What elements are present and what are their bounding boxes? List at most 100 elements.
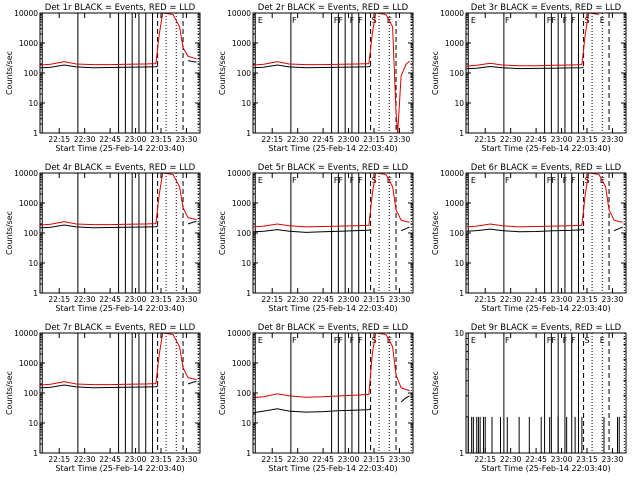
event-annotation: E (600, 16, 605, 25)
series-line-2 (40, 332, 197, 386)
series-line-3 (187, 381, 197, 385)
x-tick-label: 22:45 (99, 295, 121, 304)
chart-title: Det 7r BLACK = Events, RED = LLD (45, 323, 196, 333)
y-tick-label: 10000 (440, 169, 464, 178)
y-tick-label: 100 (24, 229, 39, 238)
event-annotation: F (350, 336, 355, 345)
event-annotation: F (563, 16, 568, 25)
y-tick-label: 1000 (232, 359, 251, 368)
series-line-3 (187, 221, 197, 225)
y-tick-label: 10 (28, 419, 38, 428)
event-annotation: FF (547, 336, 557, 345)
event-annotation: E (471, 16, 476, 25)
event-annotation: F (292, 336, 297, 345)
y-tick-label: 10 (454, 259, 464, 268)
chart-title: Det 2r BLACK = Events, RED = LLD (258, 3, 409, 13)
series-line-1 (40, 64, 158, 69)
event-annotation: F (563, 336, 568, 345)
event-annotation: F (505, 336, 510, 345)
series-line-1 (466, 65, 584, 70)
y-tick-label: 10 (28, 259, 38, 268)
y-tick-label: 1 (459, 129, 464, 138)
event-annotation: F (358, 336, 363, 345)
chart-panel-7: Det 7r BLACK = Events, RED = LLD 1 10 100 10… (5, 323, 201, 473)
x-tick-label: 23:00 (338, 295, 360, 304)
x-tick-label: 23:00 (125, 455, 147, 464)
x-tick-label: 23:30 (602, 455, 624, 464)
y-tick-label: 10 (454, 99, 464, 108)
event-annotation: E (471, 336, 476, 345)
event-annotation: F (292, 16, 297, 25)
y-tick-label: 1 (246, 289, 251, 298)
x-tick-label: 22:30 (287, 295, 309, 304)
y-axis-label: Counts/sec (5, 51, 14, 95)
y-axis-label: Counts/sec (5, 371, 14, 415)
y-tick-label: 1 (33, 449, 38, 458)
event-annotation: S (584, 336, 589, 345)
event-annotation: F (350, 16, 355, 25)
y-axis-label: Counts/sec (218, 371, 227, 415)
x-tick-label: 23:30 (389, 135, 411, 144)
y-tick-label: 1 (33, 289, 38, 298)
y-axis-label: Counts/sec (5, 211, 14, 255)
chart-title: Det 9r BLACK = Events, RED = LLD (471, 323, 622, 333)
event-annotation: FF (334, 16, 344, 25)
series-line-2 (253, 12, 410, 134)
series-line-2 (466, 12, 599, 67)
series-line-1 (466, 228, 584, 233)
series-line-3 (188, 60, 197, 63)
x-tick-label: 22:30 (74, 295, 96, 304)
series-line-1 (253, 229, 371, 233)
chart-title: Det 5r BLACK = Events, RED = LLD (258, 163, 409, 173)
y-axis-label: Counts/sec (431, 211, 440, 255)
y-tick-label: 10 (241, 99, 251, 108)
series-line-3 (613, 226, 623, 232)
x-tick-label: 22:15 (48, 295, 70, 304)
x-axis-label: Start Time (25-Feb-14 22:03:40) (481, 144, 610, 153)
x-tick-label: 23:00 (551, 295, 573, 304)
x-tick-label: 23:00 (338, 455, 360, 464)
y-tick-label: 100 (237, 69, 252, 78)
y-tick-label: 1000 (232, 39, 251, 48)
y-tick-label: 10 (454, 329, 464, 338)
event-annotation: FF (547, 16, 557, 25)
series-line-3 (400, 226, 410, 232)
y-tick-label: 10000 (227, 9, 251, 18)
y-tick-label: 1000 (19, 39, 38, 48)
y-tick-label: 1000 (19, 199, 38, 208)
event-annotation: F (571, 16, 576, 25)
y-tick-label: 1 (459, 289, 464, 298)
y-tick-label: 100 (450, 69, 465, 78)
y-tick-label: 100 (237, 229, 252, 238)
x-tick-label: 23:30 (176, 455, 198, 464)
series-line-2 (466, 172, 623, 228)
x-tick-label: 23:30 (389, 295, 411, 304)
y-tick-label: 100 (24, 69, 39, 78)
chart-title: Det 3r BLACK = Events, RED = LLD (471, 3, 622, 13)
series-line-2 (40, 172, 197, 226)
y-tick-label: 10 (241, 419, 251, 428)
x-axis-label: Start Time (25-Feb-14 22:03:40) (268, 144, 397, 153)
x-tick-label: 23:15 (363, 455, 385, 464)
series-line-2 (253, 332, 410, 399)
x-tick-label: 23:30 (176, 295, 198, 304)
x-tick-label: 22:45 (312, 295, 334, 304)
event-annotation: F (563, 176, 568, 185)
x-tick-label: 23:15 (363, 295, 385, 304)
x-axis-label: Start Time (25-Feb-14 22:03:40) (268, 304, 397, 313)
series-line-1 (40, 384, 158, 389)
series-line-2 (253, 172, 410, 228)
x-tick-label: 22:45 (312, 455, 334, 464)
y-tick-label: 1 (246, 129, 251, 138)
x-tick-label: 22:15 (48, 135, 70, 144)
plot-frame (465, 332, 627, 454)
series-line-1 (253, 64, 371, 69)
chart-title: Det 6r BLACK = Events, RED = LLD (471, 163, 622, 173)
event-annotation: E (258, 16, 263, 25)
x-tick-label: 23:30 (176, 135, 198, 144)
event-annotation: F (505, 16, 510, 25)
